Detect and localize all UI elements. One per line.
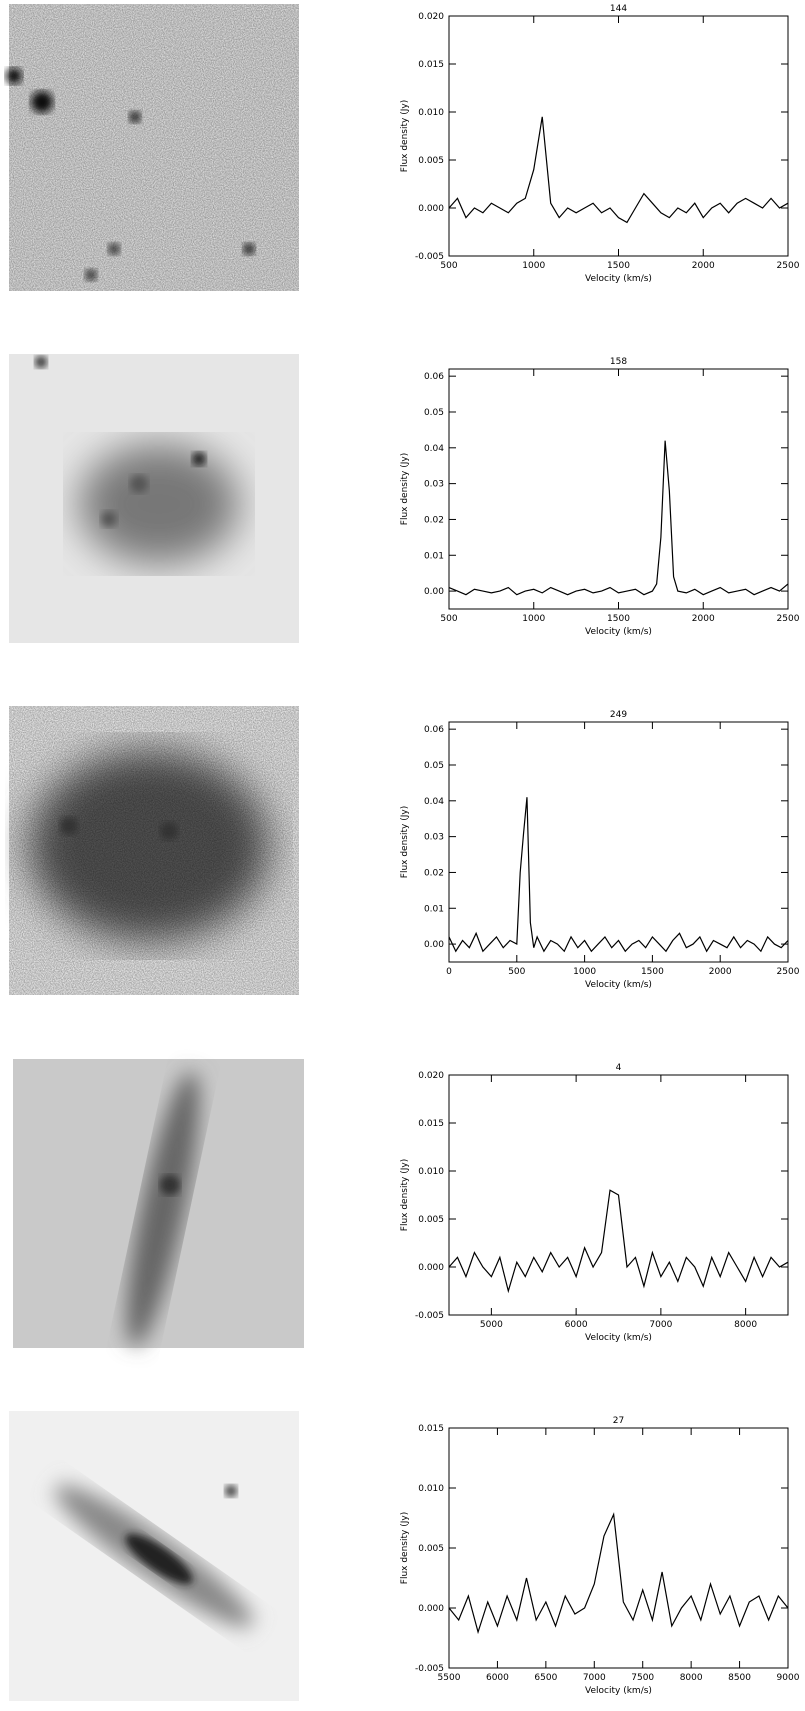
x-tick-label: 2500 [777,614,800,624]
plot-frame [448,15,789,257]
y-axis-label: Flux density (Jy) [400,1512,410,1584]
x-axis-label: Velocity (km/s) [585,274,652,284]
y-tick-label: 0.02 [424,515,444,525]
y-axis-label: Flux density (Jy) [400,100,410,172]
spectrum-line [448,1189,789,1294]
plot-frame [448,368,789,610]
chart-title: 4 [616,1063,622,1073]
x-tick-label: 7000 [649,1320,672,1330]
spectrum-line [448,797,789,953]
chart-title: 27 [613,1416,624,1426]
chart-title: 158 [610,357,627,367]
y-tick-label: 0.00 [424,587,444,597]
y-tick-label: 0.02 [424,868,444,878]
y-tick-label: -0.005 [415,252,444,262]
y-tick-label: 0.000 [418,1604,444,1614]
x-tick-label: 500 [508,967,525,977]
y-tick-label: 0.05 [424,408,444,418]
y-tick-label: 0.04 [424,797,444,807]
spectrum-chart: 249 Velocity (km/s) Flux density (Jy) 0 500 1… [400,710,800,990]
y-tick-label: 0.010 [418,1484,444,1494]
y-axis-label: Flux density (Jy) [400,1159,410,1231]
spectrum-chart: 144 Velocity (km/s) Flux density (Jy) 500 10… [400,4,800,284]
y-tick-label: 0.03 [424,480,444,490]
y-tick-label: 0.00 [424,940,444,950]
x-tick-label: 2500 [777,967,800,977]
y-tick-label: 0.005 [418,1544,444,1554]
y-tick-label: 0.03 [424,833,444,843]
y-tick-label: -0.005 [415,1664,444,1674]
x-tick-label: 6500 [534,1673,557,1683]
galaxy-image [13,1059,304,1348]
chart-title: 249 [610,710,627,720]
y-tick-label: 0.010 [418,108,444,118]
x-tick-label: 1000 [522,614,545,624]
x-tick-label: 8000 [680,1673,703,1683]
y-tick-label: 0.015 [418,60,444,70]
plot-frame [448,1074,789,1316]
y-tick-label: 0.005 [418,156,444,166]
x-tick-label: 5000 [480,1320,503,1330]
x-tick-label: 2000 [692,261,715,271]
x-axis-label: Velocity (km/s) [585,1333,652,1343]
x-tick-label: 9000 [777,1673,800,1683]
x-axis-label: Velocity (km/s) [585,627,652,637]
galaxy-image [9,706,299,995]
y-tick-label: 0.01 [424,904,444,914]
x-tick-label: 8500 [728,1673,751,1683]
y-tick-label: 0.015 [418,1119,444,1129]
galaxy-image [9,354,299,643]
y-tick-label: 0.05 [424,761,444,771]
x-tick-label: 500 [440,614,457,624]
y-tick-label: 0.015 [418,1424,444,1434]
x-tick-label: 1500 [607,614,630,624]
x-tick-label: 1500 [641,967,664,977]
y-tick-label: 0.04 [424,444,444,454]
y-axis-label: Flux density (Jy) [400,806,410,878]
x-axis-label: Velocity (km/s) [585,980,652,990]
x-tick-label: 500 [440,261,457,271]
y-tick-label: 0.000 [418,204,444,214]
x-tick-label: 7000 [583,1673,606,1683]
spectrum-line [448,440,789,596]
spectrum-line [448,116,789,224]
x-tick-label: 2000 [692,614,715,624]
x-axis-label: Velocity (km/s) [585,1686,652,1696]
x-tick-label: 0 [446,967,452,977]
y-tick-label: 0.005 [418,1215,444,1225]
galaxy-image [9,1411,299,1701]
x-tick-label: 6000 [565,1320,588,1330]
x-tick-label: 2500 [777,261,800,271]
plot-frame [448,721,789,963]
y-tick-label: 0.06 [424,372,444,382]
spectrum-chart: 27 Velocity (km/s) Flux density (Jy) 5500 60… [400,1416,800,1696]
plot-frame [448,1427,789,1669]
x-tick-label: 1000 [522,261,545,271]
x-tick-label: 1500 [607,261,630,271]
x-tick-label: 6000 [486,1673,509,1683]
y-tick-label: -0.005 [415,1311,444,1321]
chart-title: 144 [610,4,627,14]
x-tick-label: 7500 [631,1673,654,1683]
y-tick-label: 0.01 [424,551,444,561]
y-tick-label: 0.020 [418,1071,444,1081]
y-tick-label: 0.06 [424,725,444,735]
spectrum-line [448,1512,789,1635]
x-tick-label: 8000 [734,1320,757,1330]
y-tick-label: 0.020 [418,12,444,22]
y-tick-label: 0.000 [418,1263,444,1273]
y-axis-label: Flux density (Jy) [400,453,410,525]
x-tick-label: 2000 [709,967,732,977]
x-tick-label: 5500 [438,1673,461,1683]
spectrum-chart: 158 Velocity (km/s) Flux density (Jy) 500 10… [400,357,800,637]
galaxy-image [6,4,299,291]
y-tick-label: 0.010 [418,1167,444,1177]
x-tick-label: 1000 [573,967,596,977]
spectrum-chart: 4 Velocity (km/s) Flux density (Jy) 5000 600… [400,1063,789,1343]
